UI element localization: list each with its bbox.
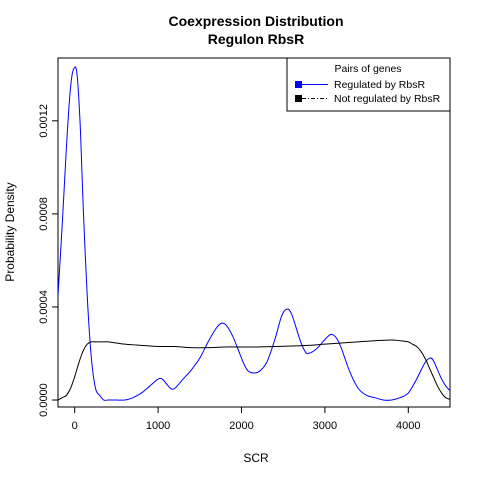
y-axis: 0.0000 0.0004 0.0008 0.0012 [38, 104, 58, 417]
x-axis-label: SCR [243, 451, 269, 465]
plot-frame [57, 57, 451, 408]
legend-entry-regulated: Regulated by RbsR [334, 79, 425, 91]
legend: Pairs of genes Regulated by RbsR Not reg… [286, 57, 451, 112]
chart-title-group: Coexpression Distribution Regulon RbsR [168, 13, 343, 47]
y-tick-label: 0.0000 [38, 383, 50, 417]
legend-entry-not-regulated: Not regulated by RbsR [334, 93, 441, 105]
legend-box [286, 57, 451, 112]
x-tick-label: 1000 [146, 420, 170, 432]
x-tick-label: 3000 [313, 420, 337, 432]
chart-title: Coexpression Distribution [168, 13, 343, 29]
y-tick-label: 0.0008 [38, 197, 50, 231]
x-tick-label: 2000 [229, 420, 253, 432]
chart-subtitle: Regulon RbsR [208, 31, 304, 47]
series-line-regulated [58, 66, 450, 401]
x-tick-label: 4000 [396, 420, 420, 432]
y-axis-label: Probability Density [3, 182, 17, 281]
legend-swatch-regulated [295, 81, 302, 88]
y-tick-label: 0.0004 [38, 290, 50, 324]
legend-title: Pairs of genes [334, 63, 401, 75]
x-tick-label: 0 [72, 420, 78, 432]
series-line-not-regulated [58, 339, 450, 401]
series-group [58, 66, 450, 401]
legend-swatch-not-regulated [295, 95, 302, 102]
y-tick-label: 0.0012 [38, 104, 50, 138]
x-axis: 0 1000 2000 3000 4000 [72, 407, 421, 432]
